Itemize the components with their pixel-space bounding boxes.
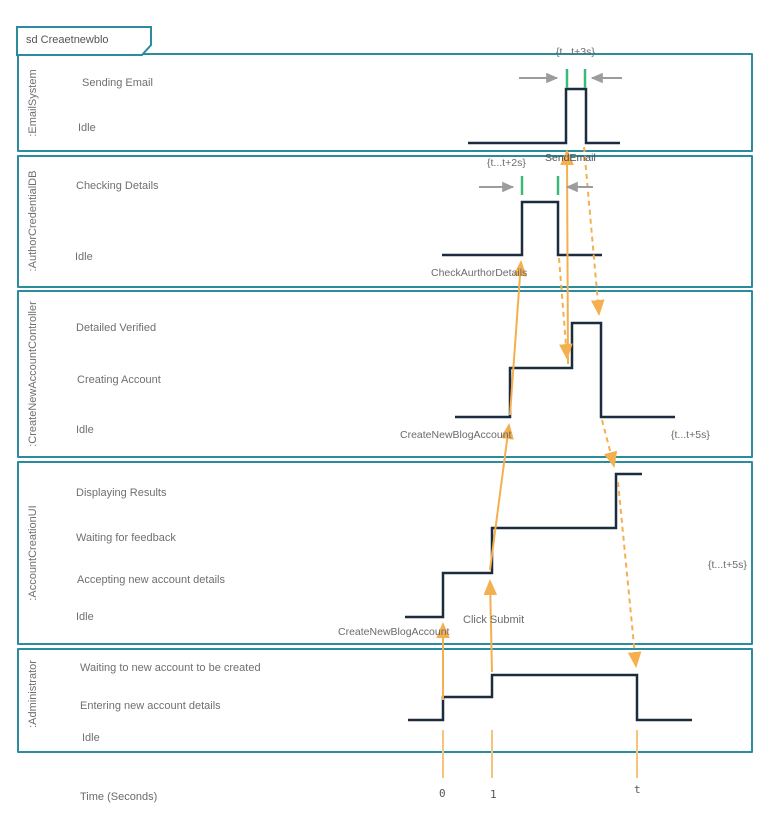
state-accepting-new-account-details: Accepting new account details — [77, 574, 225, 586]
time-tick-t: t — [634, 783, 641, 796]
constraint-email-system: {t...t+3s} — [556, 46, 595, 58]
reply-arrows[interactable] — [558, 146, 642, 668]
constraint-account-creation-ui: {t...t+5s} — [708, 559, 747, 571]
constraint-controller: {t...t+5s} — [671, 429, 710, 441]
state-controller-idle: Idle — [76, 424, 94, 436]
lane-name-account-creation-ui: :AccountCreationUI — [27, 505, 39, 601]
lane-name-controller: :CreateNewAccountController — [27, 301, 39, 447]
message-create-new-blog-account-ui-to-controller — [489, 423, 514, 571]
state-creating-account: Creating Account — [77, 374, 161, 386]
lane-administrator[interactable] — [17, 648, 753, 753]
state-sending-email: Sending Email — [82, 77, 153, 89]
waveform-account-creation-ui — [405, 472, 642, 619]
constraint-arrows — [479, 72, 622, 193]
lane-account-creation-ui[interactable] — [17, 461, 753, 645]
reply-ui-to-administrator — [617, 481, 642, 668]
diagram-title: sd Creaetnewblo — [26, 34, 109, 46]
state-email-idle: Idle — [78, 122, 96, 134]
message-check-author-details — [509, 260, 527, 416]
label-create-new-blog-account-ui: CreateNewBlogAccount — [338, 626, 450, 638]
label-create-new-blog-account-controller: CreateNewBlogAccount — [400, 429, 512, 441]
state-ui-idle: Idle — [76, 611, 94, 623]
state-detailed-verified: Detailed Verified — [76, 322, 157, 334]
message-send-email — [560, 149, 574, 365]
state-db-idle: Idle — [75, 251, 93, 263]
state-admin-idle: Idle — [82, 732, 100, 744]
state-entering-new-account-details: Entering new account details — [80, 700, 221, 712]
label-send-email: SendEmail — [545, 152, 596, 164]
reply-db-to-controller — [558, 257, 573, 360]
waveform-administrator — [408, 673, 692, 722]
label-click-submit: Click Submit — [463, 614, 525, 626]
lane-name-administrator: :Administrator — [27, 660, 39, 728]
lane-name-email-system: :EmailSystem — [27, 69, 39, 137]
state-waiting-new-account-created: Waiting to new account to be created — [80, 662, 261, 674]
duration-ticks — [520, 69, 587, 195]
sd-frame-title-pentagon[interactable] — [16, 26, 152, 56]
time-tick-0: 0 — [439, 787, 446, 800]
lane-create-new-account-controller[interactable] — [17, 290, 753, 458]
reply-email-to-controller — [583, 146, 605, 316]
waveform-controller — [455, 321, 675, 419]
reply-controller-to-ui — [601, 419, 618, 468]
waveform-author-credential-db — [442, 200, 602, 257]
state-checking-details: Checking Details — [76, 180, 159, 192]
time-tick-1: 1 — [490, 788, 497, 801]
time-tick-lines — [442, 730, 638, 778]
constraint-author-credential-db: {t...t+2s} — [487, 157, 526, 169]
waveform-email-system — [468, 87, 620, 145]
lane-email-system[interactable] — [17, 53, 753, 152]
lane-author-credential-db[interactable] — [17, 155, 753, 288]
label-check-author-details: CheckAurthorDetails — [431, 267, 528, 279]
lane-name-author-credential-db: :AuthorCredentialDB — [27, 170, 39, 272]
message-click-submit — [483, 579, 498, 673]
state-displaying-results: Displaying Results — [76, 487, 167, 499]
time-axis-label: Time (Seconds) — [80, 791, 158, 803]
state-waiting-for-feedback: Waiting for feedback — [76, 532, 176, 544]
